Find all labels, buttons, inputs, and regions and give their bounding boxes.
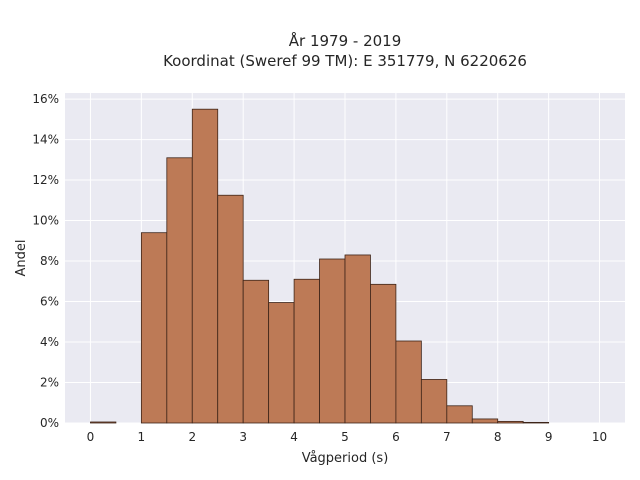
x-tick-label: 9 [545, 430, 553, 444]
histogram-bar [191, 108, 219, 424]
y-tick-label: 10% [32, 214, 59, 228]
y-tick-label: 6% [40, 295, 59, 309]
chart-title-line-2: Koordinat (Sweref 99 TM): E 351779, N 62… [163, 52, 527, 70]
y-tick-label: 2% [40, 376, 59, 390]
histogram-bar [90, 421, 117, 424]
x-tick-label: 4 [290, 430, 298, 444]
x-tick-label: 7 [443, 430, 451, 444]
histogram-bar [217, 194, 244, 424]
x-tick-label: 2 [188, 430, 196, 444]
histogram-bar [319, 258, 346, 424]
x-tick-label: 10 [592, 430, 607, 444]
x-tick-labels: 0 1 2 3 4 5 6 7 8 9 10 [87, 430, 608, 444]
histogram-bar [140, 232, 168, 424]
histogram-bar [242, 279, 270, 424]
x-tick-label: 6 [392, 430, 400, 444]
x-axis-label: Vågperiod (s) [302, 451, 389, 466]
x-tick-label: 8 [494, 430, 502, 444]
y-tick-label: 14% [32, 133, 59, 147]
histogram-bars [90, 108, 550, 424]
histogram-bar [471, 418, 499, 424]
histogram-bar [522, 421, 550, 424]
x-tick-label: 1 [138, 430, 146, 444]
histogram-bar [166, 157, 193, 424]
x-tick-label: 3 [239, 430, 247, 444]
histogram-bar [420, 379, 448, 424]
x-tick-label: 5 [341, 430, 349, 444]
histogram-bar [446, 405, 473, 424]
y-tick-label: 0% [40, 416, 59, 430]
y-axis-label: Andel [14, 240, 29, 277]
y-tick-label: 8% [40, 254, 59, 268]
histogram-bar [395, 340, 422, 424]
histogram-bar [370, 283, 397, 424]
histogram-bar [293, 278, 320, 424]
y-tick-label: 12% [32, 173, 59, 187]
histogram-bar [268, 302, 295, 424]
x-tick-label: 0 [87, 430, 95, 444]
histogram-bar [344, 254, 371, 424]
chart-title-line-1: År 1979 - 2019 [289, 31, 402, 50]
y-tick-label: 4% [40, 335, 59, 349]
histogram-bar [497, 420, 524, 424]
y-tick-label: 16% [32, 92, 59, 106]
y-tick-labels: 0% 2% 4% 6% 8% 10% 12% 14% 16% [32, 92, 59, 430]
